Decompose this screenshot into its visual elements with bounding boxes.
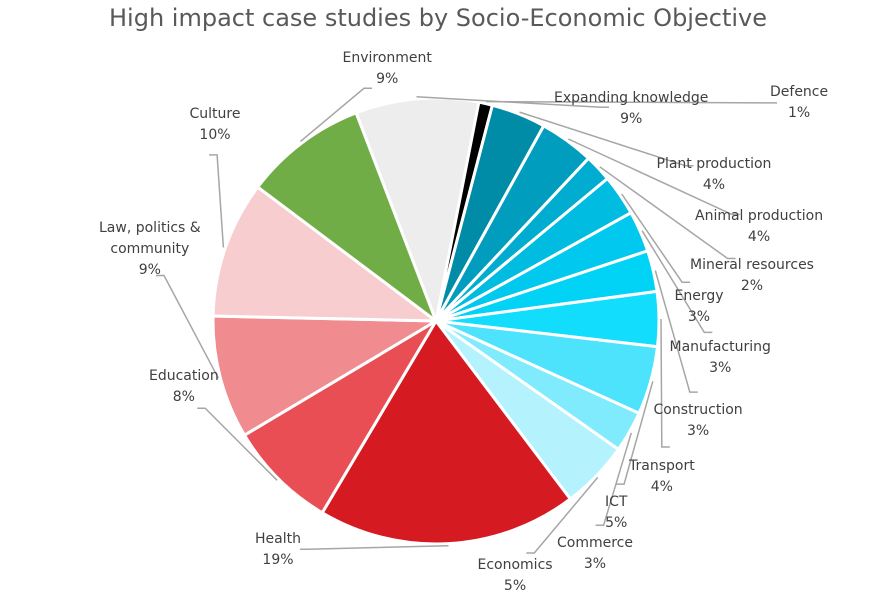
- slice-label-percent: 5%: [503, 578, 527, 594]
- slice-label-mineral-resources: Mineral resources 2%: [690, 255, 814, 297]
- chart-title: High impact case studies by Socio-Econom…: [109, 4, 767, 32]
- slice-label-percent: 3%: [583, 556, 607, 572]
- slice-label-name: Animal production: [695, 208, 824, 224]
- slice-label-manufacturing: Manufacturing 3%: [670, 337, 771, 379]
- leader-line-plant-production: [519, 111, 694, 167]
- leader-line-law-politics-community: [156, 274, 220, 379]
- slice-label-percent: 1%: [787, 105, 811, 121]
- slice-label-name: Law, politics &: [99, 219, 201, 236]
- slice-label-law-politics-community: Law, politics & community 9%: [99, 218, 201, 281]
- slice-label-plant-production: Plant production 4%: [657, 154, 772, 196]
- slice-label-name: Mineral resources: [690, 257, 814, 273]
- slice-label-name: Environment: [342, 50, 432, 66]
- pie-slice-law-politics-community: [211, 314, 438, 437]
- leader-line-mineral-resources: [599, 166, 736, 260]
- slice-label-name: Transport: [629, 458, 695, 474]
- pie-slice-health: [320, 319, 572, 546]
- slice-label-percent: 3%: [686, 423, 710, 439]
- leader-line-defence: [486, 100, 777, 104]
- slice-label-percent: 4%: [702, 177, 726, 193]
- slice-label-percent: 8%: [172, 389, 195, 405]
- slice-label-percent: 19%: [262, 552, 294, 568]
- slice-label-percent: 3%: [709, 360, 732, 376]
- leader-line-manufacturing: [641, 230, 713, 334]
- leader-line-environment: [300, 87, 372, 142]
- leader-line-expanding-knowledge: [416, 96, 609, 109]
- slice-label-name: Manufacturing: [669, 339, 771, 355]
- leader-line-culture: [209, 154, 225, 248]
- slice-label-percent: 9%: [138, 261, 161, 278]
- slice-label-percent: 3%: [687, 309, 711, 325]
- leader-line-health: [300, 544, 449, 550]
- slice-label-energy: Energy 3%: [675, 286, 724, 328]
- slice-label-construction: Construction 3%: [654, 400, 743, 442]
- slice-label-name: Energy: [674, 288, 724, 304]
- slice-label-education: Education 8%: [149, 366, 219, 408]
- slice-label-percent: 9%: [620, 111, 643, 127]
- leader-line-ict: [616, 381, 654, 485]
- slice-label-defence: Defence 1%: [770, 82, 828, 124]
- pie-slice-culture: [211, 185, 438, 323]
- slice-label-name: Plant production: [656, 156, 772, 172]
- slice-label-name: community: [110, 240, 190, 257]
- slice-label-name: Health: [255, 531, 301, 547]
- slice-label-percent: 10%: [199, 127, 231, 143]
- slice-label-percent: 5%: [605, 515, 628, 531]
- leader-line-construction: [654, 270, 698, 393]
- slice-label-percent: 4%: [650, 479, 673, 495]
- slice-label-name: Expanding knowledge: [554, 90, 709, 106]
- slice-label-percent: 9%: [376, 71, 399, 87]
- slice-label-economics: Economics 5%: [478, 555, 553, 597]
- slice-label-percent: 2%: [740, 278, 764, 294]
- leader-line-economics: [526, 476, 599, 554]
- slice-label-commerce: Commerce 3%: [557, 533, 633, 575]
- leader-line-animal-production: [567, 138, 740, 216]
- leader-line-energy: [621, 193, 691, 283]
- slice-label-transport: Transport 4%: [629, 456, 695, 498]
- leader-line-transport: [660, 318, 670, 448]
- slice-label-percent: 4%: [747, 229, 771, 245]
- pie-slice-education: [242, 319, 438, 515]
- slice-label-name: Construction: [653, 402, 743, 418]
- slice-label-name: Economics: [477, 557, 553, 573]
- leader-line-education: [197, 407, 278, 481]
- pie-slice-expanding-knowledge: [354, 96, 481, 323]
- slice-label-expanding-knowledge: Expanding knowledge 9%: [554, 88, 708, 130]
- leader-line-commerce: [595, 432, 633, 527]
- slice-label-environment: Environment 9%: [343, 48, 432, 90]
- slice-label-animal-production: Animal production 4%: [695, 206, 823, 248]
- leader-lines: [156, 87, 777, 554]
- slice-label-culture: Culture 10%: [190, 104, 241, 146]
- slice-label-health: Health 19%: [255, 529, 301, 571]
- slice-label-name: Culture: [189, 106, 241, 122]
- slice-label-name: Commerce: [557, 535, 633, 551]
- slice-label-name: Education: [149, 368, 219, 384]
- pie-slice-environment: [256, 111, 438, 323]
- slice-label-ict: ICT 5%: [605, 492, 627, 534]
- slice-label-name: ICT: [605, 494, 628, 510]
- slice-label-name: Defence: [770, 84, 829, 100]
